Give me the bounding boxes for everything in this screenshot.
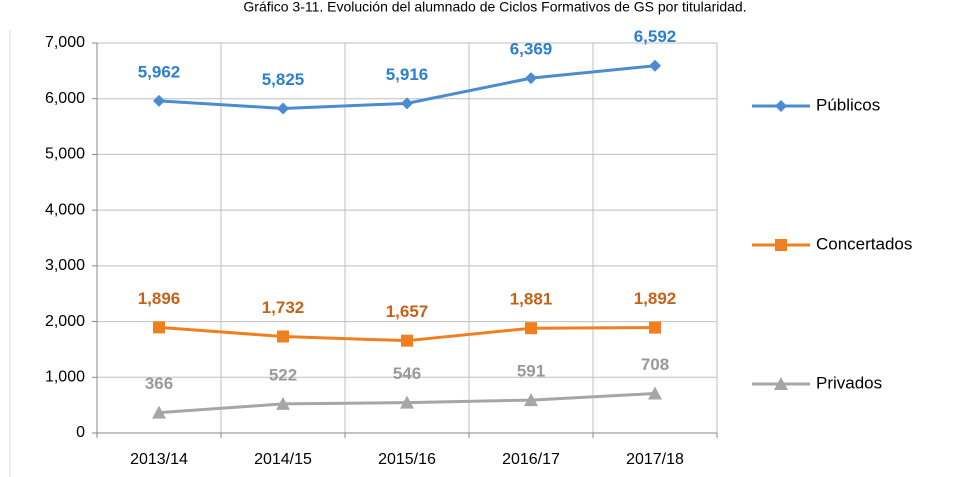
data-label: 6,592 — [634, 27, 677, 46]
marker — [649, 59, 661, 72]
marker — [277, 330, 289, 343]
data-label: 5,962 — [138, 62, 181, 81]
data-label: 1,732 — [262, 298, 305, 317]
marker — [401, 334, 413, 347]
x-tick-label: 2017/18 — [626, 451, 684, 468]
marker — [400, 395, 414, 409]
y-tick-label: 4,000 — [45, 201, 85, 218]
x-tick-label: 2013/14 — [130, 451, 188, 468]
legend-label: Privados — [816, 373, 882, 392]
data-label: 522 — [269, 365, 297, 384]
data-label: 366 — [145, 374, 173, 393]
data-label: 5,916 — [386, 65, 429, 84]
y-tick-label: 7,000 — [45, 34, 85, 51]
x-tick-label: 2015/16 — [378, 451, 436, 468]
data-label: 6,369 — [510, 40, 553, 59]
marker — [649, 321, 661, 334]
y-tick-label: 1,000 — [45, 369, 85, 386]
y-tick-label: 5,000 — [45, 146, 85, 163]
data-label: 1,892 — [634, 289, 677, 308]
data-label: 1,896 — [138, 289, 181, 308]
data-label: 5,825 — [262, 70, 305, 89]
data-label: 1,657 — [386, 302, 429, 321]
x-tick-label: 2016/17 — [502, 451, 560, 468]
marker — [774, 377, 788, 390]
marker — [775, 239, 787, 251]
y-tick-label: 6,000 — [45, 90, 85, 107]
chart-title: Gráfico 3-11. Evolución del alumnado de … — [243, 0, 746, 15]
x-tick-label: 2014/15 — [254, 451, 312, 468]
legend-label: Públicos — [816, 95, 880, 114]
data-label: 708 — [641, 355, 669, 374]
marker — [276, 396, 290, 410]
y-tick-label: 2,000 — [45, 313, 85, 330]
legend-label: Concertados — [816, 234, 912, 253]
marker — [775, 100, 787, 112]
marker — [525, 322, 537, 335]
marker — [152, 405, 166, 419]
marker — [525, 72, 537, 85]
marker — [153, 321, 165, 334]
y-tick-label: 3,000 — [45, 257, 85, 274]
data-label: 591 — [517, 362, 545, 381]
marker — [524, 393, 538, 407]
data-label: 546 — [393, 364, 421, 383]
marker — [153, 94, 165, 107]
marker — [401, 97, 413, 110]
data-label: 1,881 — [510, 290, 553, 309]
marker — [277, 102, 289, 115]
marker — [648, 386, 662, 400]
y-tick-label: 0 — [76, 424, 85, 441]
